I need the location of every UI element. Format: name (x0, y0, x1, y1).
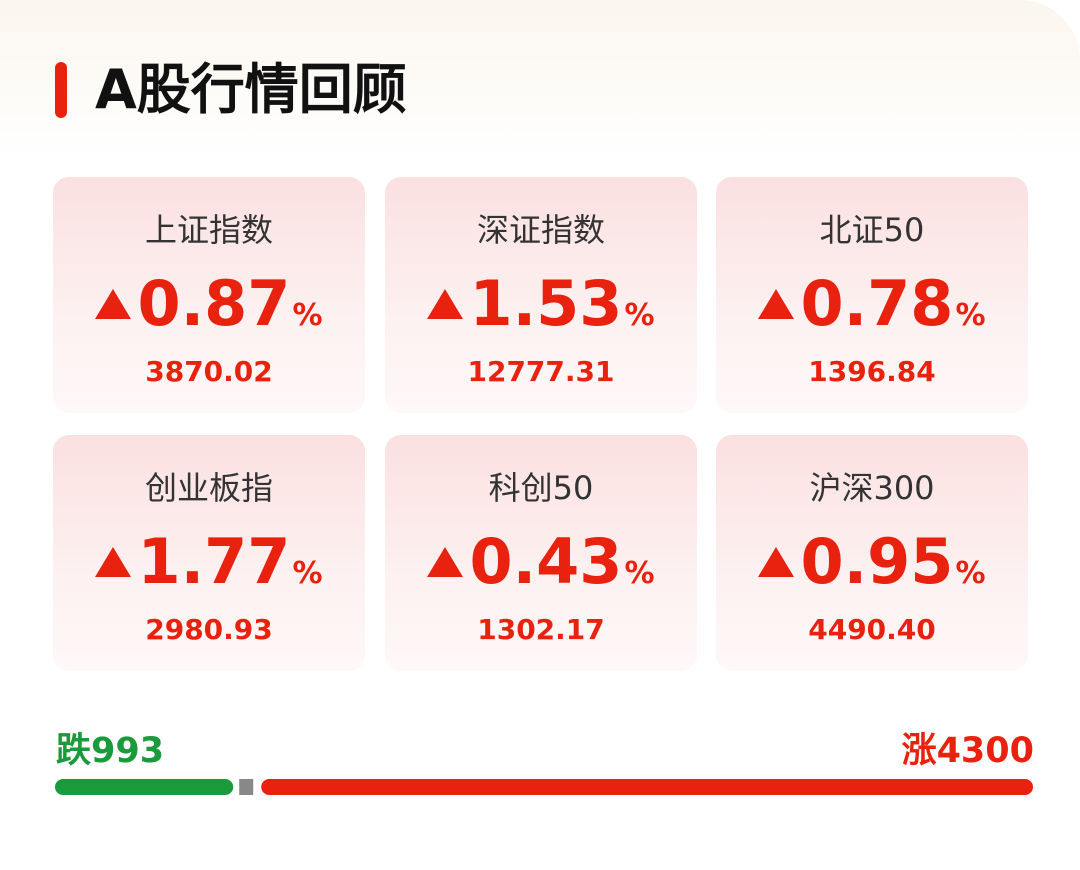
index-card: 深证指数 1.53% 12777.31 (385, 177, 697, 413)
index-card: 上证指数 0.87% 3870.02 (53, 177, 365, 413)
change-unit: % (624, 556, 655, 591)
change-unit: % (624, 298, 655, 333)
index-value: 12777.31 (467, 355, 615, 388)
title-accent (55, 62, 67, 118)
change-number: 1.77 (137, 525, 291, 598)
change-number: 0.87 (137, 267, 291, 340)
change-unit: % (292, 298, 323, 333)
up-arrow (758, 547, 795, 577)
fall-number: 993 (91, 731, 165, 771)
index-name: 科创50 (488, 469, 594, 507)
index-value: 2980.93 (145, 613, 273, 646)
index-change: 0.95% (716, 527, 1028, 597)
index-card: 北证50 0.78% 1396.84 (716, 177, 1028, 413)
index-change: 0.43% (385, 527, 697, 597)
rise-label: 涨 (901, 731, 937, 771)
index-value: 1302.17 (477, 613, 605, 646)
change-number: 0.78 (800, 267, 954, 340)
up-arrow (95, 547, 132, 577)
fall-bar (55, 779, 234, 795)
change-number: 0.95 (800, 525, 954, 598)
breadth-bar (55, 779, 1033, 795)
rise-bar (261, 779, 1033, 795)
change-number: 1.53 (469, 267, 623, 340)
index-name: 深证指数 (476, 211, 605, 249)
index-card: 科创50 0.43% 1302.17 (385, 435, 697, 671)
fall-count: 跌993 (56, 722, 164, 773)
index-change: 0.87% (53, 269, 365, 339)
up-arrow (758, 289, 795, 319)
index-name: 上证指数 (144, 211, 273, 249)
index-change: 0.78% (716, 269, 1028, 339)
index-value: 4490.40 (808, 613, 936, 646)
rise-count: 涨4300 (902, 722, 1034, 773)
up-arrow (95, 289, 132, 319)
index-value: 1396.84 (808, 355, 936, 388)
flat-marker (239, 779, 254, 795)
title: A股行情回顾 (95, 58, 407, 121)
change-unit: % (292, 556, 323, 591)
index-name: 创业板指 (144, 469, 273, 507)
change-unit: % (955, 556, 986, 591)
index-card: 创业板指 1.77% 2980.93 (53, 435, 365, 671)
fall-label: 跌 (56, 731, 92, 771)
index-change: 1.53% (385, 269, 697, 339)
up-arrow (427, 289, 464, 319)
index-name: 沪深300 (809, 469, 935, 507)
index-value: 3870.02 (145, 355, 273, 388)
change-unit: % (955, 298, 986, 333)
rise-number: 4300 (936, 731, 1034, 771)
index-change: 1.77% (53, 527, 365, 597)
index-card: 沪深300 0.95% 4490.40 (716, 435, 1028, 671)
change-number: 0.43 (469, 525, 623, 598)
up-arrow (427, 547, 464, 577)
index-name: 北证50 (819, 211, 925, 249)
